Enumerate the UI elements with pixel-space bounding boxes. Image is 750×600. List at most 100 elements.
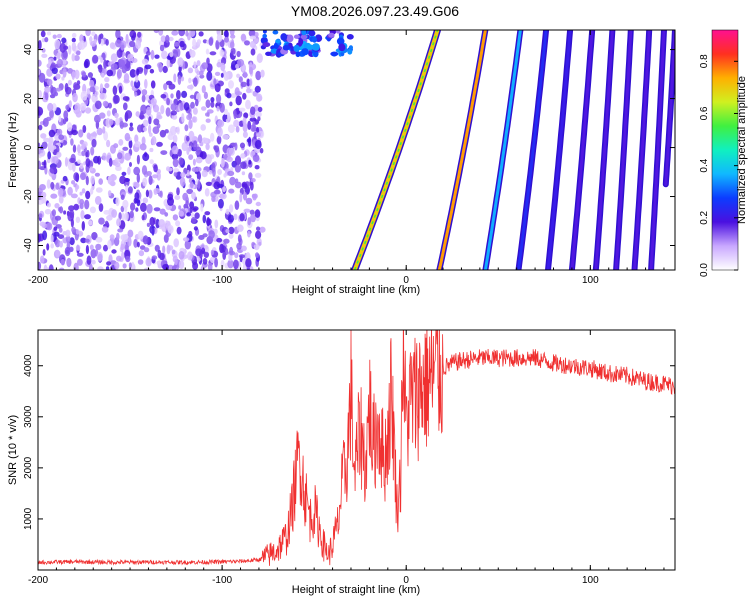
- noise-speck: [178, 210, 184, 217]
- colorbar-label: Normalized spectral amplitude: [736, 76, 748, 224]
- noise-speck: [107, 239, 112, 250]
- noise-speck: [210, 97, 215, 103]
- noise-speck: [106, 214, 113, 221]
- noise-speck: [227, 124, 235, 133]
- blob-speck: [336, 37, 345, 46]
- noise-speck: [81, 143, 86, 150]
- noise-speck: [85, 244, 89, 255]
- noise-speck: [85, 30, 91, 37]
- noise-speck: [208, 37, 214, 46]
- noise-speck: [200, 124, 206, 131]
- noise-speck: [195, 98, 199, 107]
- noise-speck: [50, 234, 54, 243]
- blob-speck: [265, 51, 272, 56]
- noise-speck: [256, 226, 261, 231]
- noise-speck: [127, 229, 134, 238]
- noise-speck: [223, 173, 227, 178]
- noise-speck: [235, 126, 240, 133]
- noise-speck: [202, 214, 207, 224]
- noise-speck: [179, 40, 185, 48]
- noise-speck: [163, 83, 168, 91]
- noise-speck: [216, 94, 222, 104]
- noise-speck: [121, 171, 127, 176]
- noise-speck: [38, 124, 43, 131]
- heatmap-x-tick-label: 100: [582, 275, 599, 286]
- snr-plot-area: -200 -100 0 100 1000 2000 3000 4000 Height of s…: [7, 329, 676, 596]
- noise-speck: [151, 226, 155, 236]
- noise-speck: [254, 38, 259, 43]
- colorbar-tick-label: 0.0: [699, 263, 710, 277]
- noise-speck: [50, 181, 55, 190]
- noise-speck: [190, 101, 195, 109]
- noise-speck: [153, 30, 160, 34]
- noise-speck: [193, 61, 197, 69]
- noise-speck: [234, 155, 242, 166]
- noise-speck: [73, 55, 80, 61]
- noise-speck: [96, 251, 103, 262]
- noise-speck: [177, 75, 182, 85]
- noise-speck: [152, 126, 160, 134]
- noise-speck: [71, 180, 76, 185]
- noise-speck: [120, 42, 125, 51]
- noise-speck: [103, 210, 111, 215]
- blob-speck: [348, 45, 353, 50]
- track-core-6: [594, 30, 614, 270]
- noise-speck: [234, 252, 239, 259]
- noise-speck: [42, 197, 47, 204]
- noise-speck: [173, 168, 180, 173]
- noise-speck: [222, 186, 227, 193]
- noise-speck: [209, 51, 217, 56]
- noise-speck: [145, 94, 151, 101]
- noise-speck: [92, 54, 99, 64]
- noise-speck: [155, 218, 160, 229]
- noise-speck: [61, 37, 67, 44]
- noise-speck: [58, 195, 64, 204]
- blob-speck: [295, 51, 301, 58]
- noise-speck: [134, 134, 139, 143]
- noise-speck: [137, 124, 143, 133]
- noise-speck: [79, 162, 84, 170]
- track-core-5: [570, 30, 594, 270]
- noise-speck: [89, 79, 95, 88]
- noise-speck: [200, 203, 204, 212]
- noise-speck: [46, 31, 52, 36]
- noise-speck: [230, 47, 236, 55]
- noise-speck: [123, 73, 130, 83]
- noise-speck: [175, 220, 181, 227]
- noise-speck: [62, 68, 67, 78]
- noise-speck: [115, 197, 120, 207]
- noise-speck: [248, 66, 253, 75]
- noise-speck: [156, 141, 163, 147]
- noise-speck: [170, 103, 177, 111]
- noise-speck: [105, 39, 109, 46]
- noise-speck: [214, 71, 221, 76]
- noise-speck: [252, 154, 260, 163]
- noise-speck: [120, 234, 128, 241]
- noise-speck: [137, 31, 142, 38]
- noise-speck: [174, 258, 178, 266]
- noise-speck: [42, 230, 48, 241]
- noise-speck: [79, 191, 83, 196]
- noise-speck: [228, 232, 234, 239]
- noise-speck: [122, 96, 130, 101]
- noise-speck: [52, 156, 59, 165]
- track-inner-0: [353, 30, 439, 270]
- noise-speck: [259, 226, 266, 233]
- noise-speck: [116, 49, 123, 58]
- noise-speck: [149, 132, 153, 137]
- noise-speck: [157, 249, 162, 259]
- noise-speck: [38, 200, 43, 205]
- noise-speck: [240, 245, 247, 252]
- noise-speck: [254, 172, 262, 178]
- noise-speck: [236, 50, 241, 58]
- noise-speck: [186, 135, 190, 142]
- noise-speck: [83, 60, 89, 69]
- snr-x-tick-label: 0: [403, 575, 409, 586]
- noise-speck: [121, 212, 125, 222]
- noise-speck: [205, 154, 212, 165]
- noise-speck: [176, 90, 181, 100]
- noise-speck: [255, 201, 261, 207]
- noise-speck: [191, 116, 196, 123]
- noise-speck: [248, 172, 253, 180]
